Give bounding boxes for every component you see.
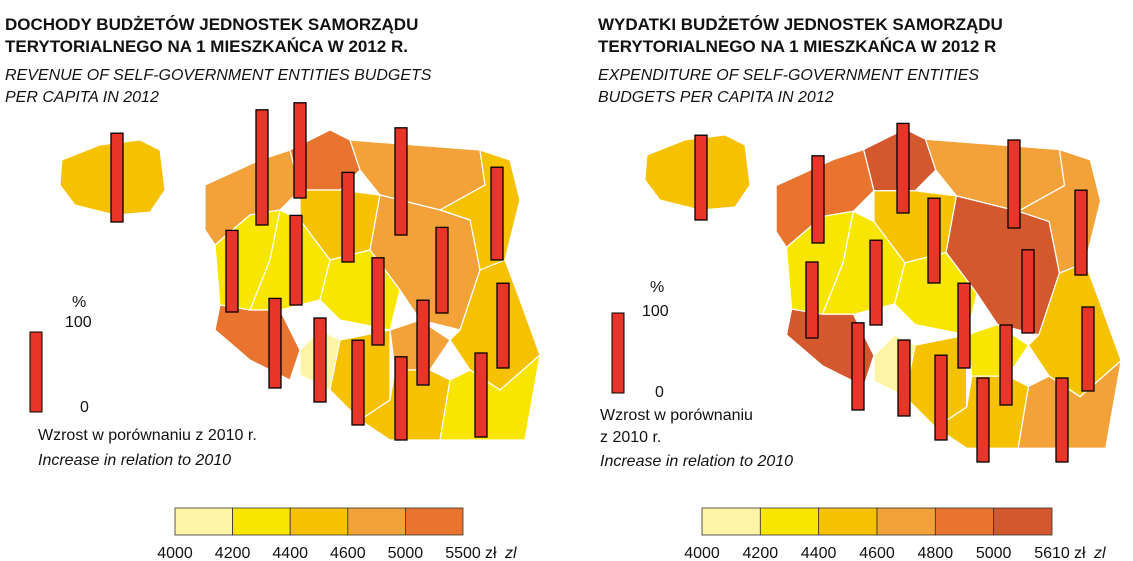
map-subtitle: PER CAPITA IN 2012 bbox=[5, 89, 159, 106]
scale-break: 4400 bbox=[801, 545, 837, 561]
scale-box bbox=[934, 507, 995, 536]
increase-bar bbox=[255, 109, 269, 226]
increase-bar bbox=[957, 282, 971, 369]
increase-bar bbox=[351, 339, 365, 426]
scale-box bbox=[701, 507, 761, 536]
scale-break: 4600 bbox=[330, 545, 366, 561]
bar-legend-max: 100 bbox=[65, 314, 92, 331]
bar-legend-bar bbox=[611, 312, 625, 394]
bar-legend-unit: % bbox=[72, 294, 86, 311]
increase-bar bbox=[694, 134, 708, 221]
increase-bar bbox=[1074, 189, 1088, 276]
region bbox=[214, 304, 301, 381]
increase-bar bbox=[474, 352, 488, 438]
scale-box bbox=[818, 507, 878, 536]
bar-legend-label-en: Increase in relation to 2010 bbox=[600, 453, 793, 470]
scale-break: 5610 bbox=[1034, 545, 1070, 561]
increase-bar bbox=[289, 214, 303, 306]
bar-legend-min: 0 bbox=[80, 399, 89, 416]
scale-break: 4200 bbox=[215, 545, 251, 561]
increase-bar bbox=[313, 317, 327, 403]
scale-box bbox=[232, 507, 291, 536]
increase-bar bbox=[896, 122, 910, 214]
map-title: TERYTORIALNEGO NA 1 MIESZKAŃCA W 2012 R bbox=[598, 37, 996, 56]
increase-bar bbox=[976, 377, 990, 463]
bar-legend-label-en: Increase in relation to 2010 bbox=[38, 452, 231, 469]
scale-box bbox=[759, 507, 820, 536]
scale-box bbox=[289, 507, 349, 536]
region bbox=[1017, 359, 1123, 449]
scale-break: 4000 bbox=[157, 545, 193, 561]
scale-box bbox=[404, 507, 464, 536]
choropleth bbox=[775, 128, 1123, 449]
increase-bar bbox=[394, 127, 408, 236]
scale-box bbox=[993, 507, 1053, 536]
scale-break: 5500 bbox=[445, 545, 481, 561]
scale-break: 4200 bbox=[743, 545, 779, 561]
increase-bar bbox=[805, 261, 819, 339]
increase-bar bbox=[1081, 306, 1095, 392]
increase-bar bbox=[225, 229, 239, 313]
scale-unit: zł bbox=[1074, 545, 1086, 561]
map-title: TERYTORIALNEGO NA 1 MIESZKAŃCA W 2012 R. bbox=[5, 37, 408, 56]
increase-bar bbox=[110, 132, 124, 223]
scale-break: 4400 bbox=[272, 545, 308, 561]
map-title: DOCHODY BUDŻETÓW JEDNOSTEK SAMORZĄDU bbox=[5, 15, 418, 34]
scale-unit-en: zl bbox=[1093, 545, 1106, 561]
map-title: WYDATKI BUDŻETÓW JEDNOSTEK SAMORZĄDU bbox=[598, 15, 1003, 34]
map-subtitle: EXPENDITURE OF SELF-GOVERNMENT ENTITIES bbox=[598, 67, 979, 84]
map-panel: DOCHODY BUDŻETÓW JEDNOSTEK SAMORZĄDU TERY… bbox=[5, 15, 541, 561]
increase-bar bbox=[811, 155, 825, 244]
increase-bar bbox=[927, 197, 941, 284]
bar-legend-label: Wzrost w porównaniu z 2010 r. bbox=[38, 427, 257, 444]
increase-bar bbox=[341, 171, 355, 263]
increase-bar bbox=[293, 102, 307, 199]
scale-box bbox=[347, 507, 406, 536]
increase-bar bbox=[1021, 249, 1035, 334]
increase-bar bbox=[371, 257, 385, 346]
map-subtitle: REVENUE OF SELF-GOVERNMENT ENTITIES BUDG… bbox=[5, 67, 432, 84]
map-subtitle: BUDGETS PER CAPITA IN 2012 bbox=[598, 89, 834, 106]
scale-break: 4000 bbox=[684, 545, 720, 561]
bar-legend-min: 0 bbox=[655, 384, 664, 401]
scale-break: 5000 bbox=[976, 545, 1012, 561]
bar-legend-max: 100 bbox=[642, 303, 669, 320]
increase-bar bbox=[394, 356, 408, 441]
increase-bar bbox=[869, 239, 883, 326]
scale-box bbox=[876, 507, 936, 536]
increase-bar bbox=[851, 322, 865, 411]
increase-bar bbox=[496, 282, 510, 369]
region bbox=[439, 353, 541, 441]
increase-bar bbox=[268, 297, 282, 389]
increase-bar bbox=[897, 339, 911, 417]
scale-break: 4600 bbox=[859, 545, 895, 561]
scale-break: 4800 bbox=[918, 545, 954, 561]
scale-unit: zł bbox=[485, 545, 497, 561]
bar-legend-unit: % bbox=[650, 279, 664, 296]
map-panel: WYDATKI BUDŻETÓW JEDNOSTEK SAMORZĄDU TERY… bbox=[598, 15, 1123, 561]
increase-bar bbox=[416, 299, 430, 386]
increase-bar bbox=[1007, 139, 1021, 229]
increase-bar bbox=[490, 166, 504, 261]
scale-unit-en: zl bbox=[504, 545, 517, 561]
bar-legend-label: z 2010 r. bbox=[600, 429, 661, 446]
increase-bar bbox=[934, 354, 948, 441]
scale-box bbox=[174, 507, 233, 536]
bar-legend-bar bbox=[29, 331, 43, 413]
region bbox=[966, 323, 1030, 377]
bar-legend-label: Wzrost w porównaniu bbox=[600, 407, 753, 424]
increase-bar bbox=[1055, 377, 1069, 463]
increase-bar bbox=[435, 226, 449, 314]
scale-break: 5000 bbox=[388, 545, 424, 561]
increase-bar bbox=[999, 324, 1013, 406]
